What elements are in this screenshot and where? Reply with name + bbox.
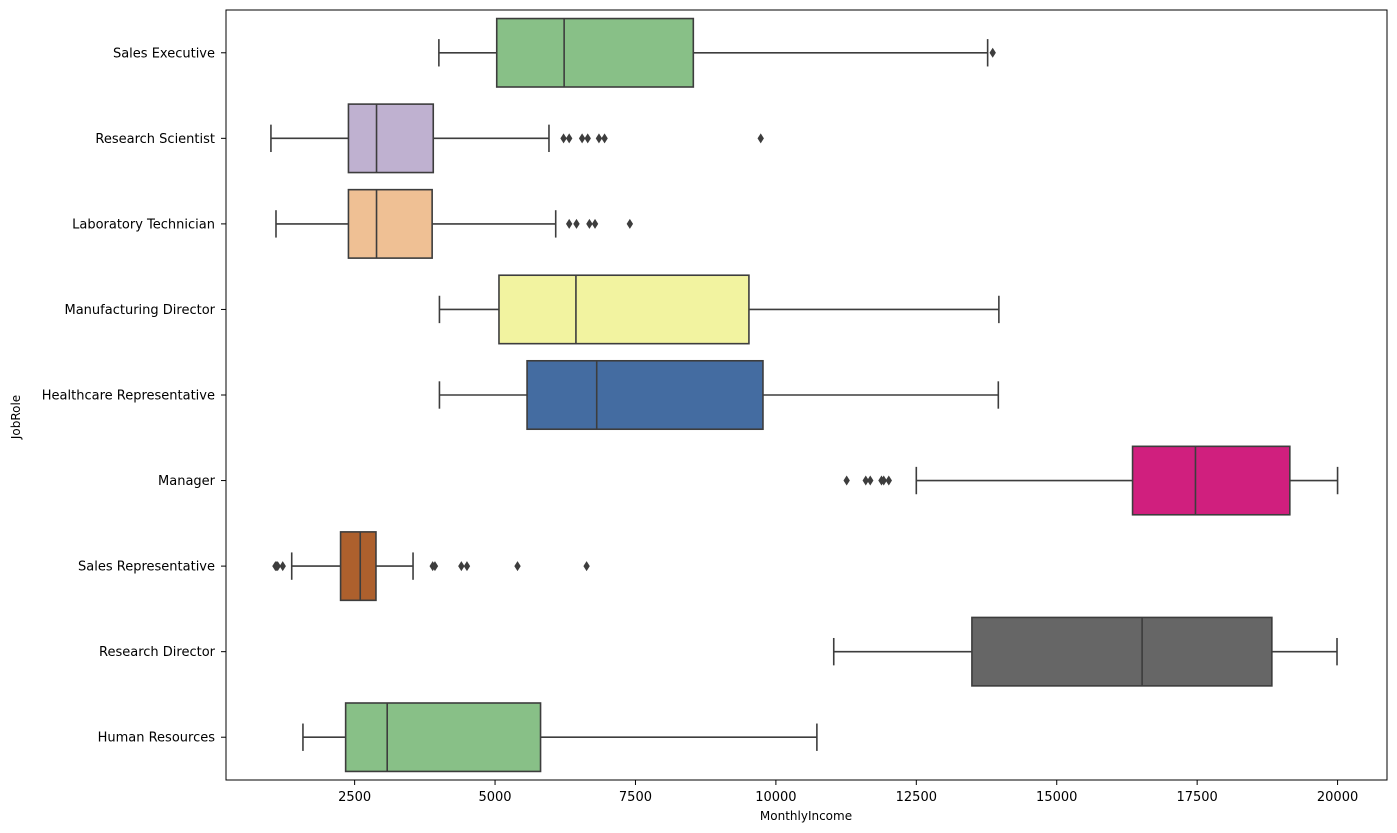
outlier-research-scientist-6 [757,133,764,144]
y-axis-label: JobRole [9,395,23,440]
x-tick-label-20000: 20000 [1317,790,1358,805]
box-research-director [971,616,1273,687]
x-tick-label-7500: 7500 [619,790,652,805]
outlier-laboratory-technician-0 [565,218,573,229]
outlier-research-scientist-1 [565,133,573,144]
outlier-sales-representative-3 [279,561,286,572]
x-tick-label-2500: 2500 [338,790,371,805]
outlier-research-scientist-3 [584,133,591,144]
outlier-sales-representative-7 [463,561,471,572]
y-tick-label-research-director: Research Director [99,645,216,660]
y-tick-label-healthcare-representative: Healthcare Representative [42,389,215,404]
outlier-sales-representative-9 [583,561,590,572]
outlier-sales-executive-0 [989,47,996,58]
outlier-research-scientist-0 [560,133,567,144]
box-manufacturing-director [498,274,750,345]
outlier-laboratory-technician-3 [591,218,599,229]
outlier-manager-0 [843,475,850,486]
plot-frame [225,9,1388,781]
outlier-laboratory-technician-4 [626,218,634,229]
box-research-scientist [347,103,435,174]
box-manager [1131,445,1291,516]
outlier-manager-4 [880,475,887,486]
outlier-laboratory-technician-2 [586,218,593,229]
outlier-manager-2 [867,475,874,486]
y-tick-label-manufacturing-director: Manufacturing Director [65,303,216,318]
box-healthcare-representative [526,359,764,431]
x-tick-label-15000: 15000 [1036,790,1077,805]
outlier-sales-representative-2 [274,561,281,572]
y-tick-label-research-scientist: Research Scientist [95,132,215,147]
x-tick-label-5000: 5000 [478,790,511,805]
box-sales-executive [495,17,695,88]
y-tick-label-manager: Manager [158,474,216,489]
x-tick-label-10000: 10000 [755,790,796,805]
outlier-laboratory-technician-1 [573,218,580,229]
outlier-sales-representative-8 [514,561,521,572]
outlier-manager-1 [862,475,869,486]
x-tick-label-17500: 17500 [1176,790,1217,805]
outlier-manager-5 [885,475,892,486]
box-sales-representative [339,531,377,602]
y-tick-label-sales-representative: Sales Representative [78,560,215,575]
outlier-research-scientist-4 [595,133,603,144]
outlier-sales-representative-5 [431,561,439,572]
plot-area: Sales Executive Research Scientist Laborat… [42,9,1388,805]
y-tick-label-human-resources: Human Resources [98,731,216,746]
box-laboratory-technician [347,188,433,259]
outlier-research-scientist-5 [601,133,608,144]
x-axis-label: MonthlyIncome [760,809,852,823]
x-tick-label-12500: 12500 [896,790,937,805]
box-human-resources [344,702,542,773]
y-tick-label-laboratory-technician: Laboratory Technician [72,217,215,232]
outlier-sales-representative-6 [458,561,465,572]
y-tick-label-sales-executive: Sales Executive [113,46,215,61]
outlier-research-scientist-2 [578,133,586,144]
